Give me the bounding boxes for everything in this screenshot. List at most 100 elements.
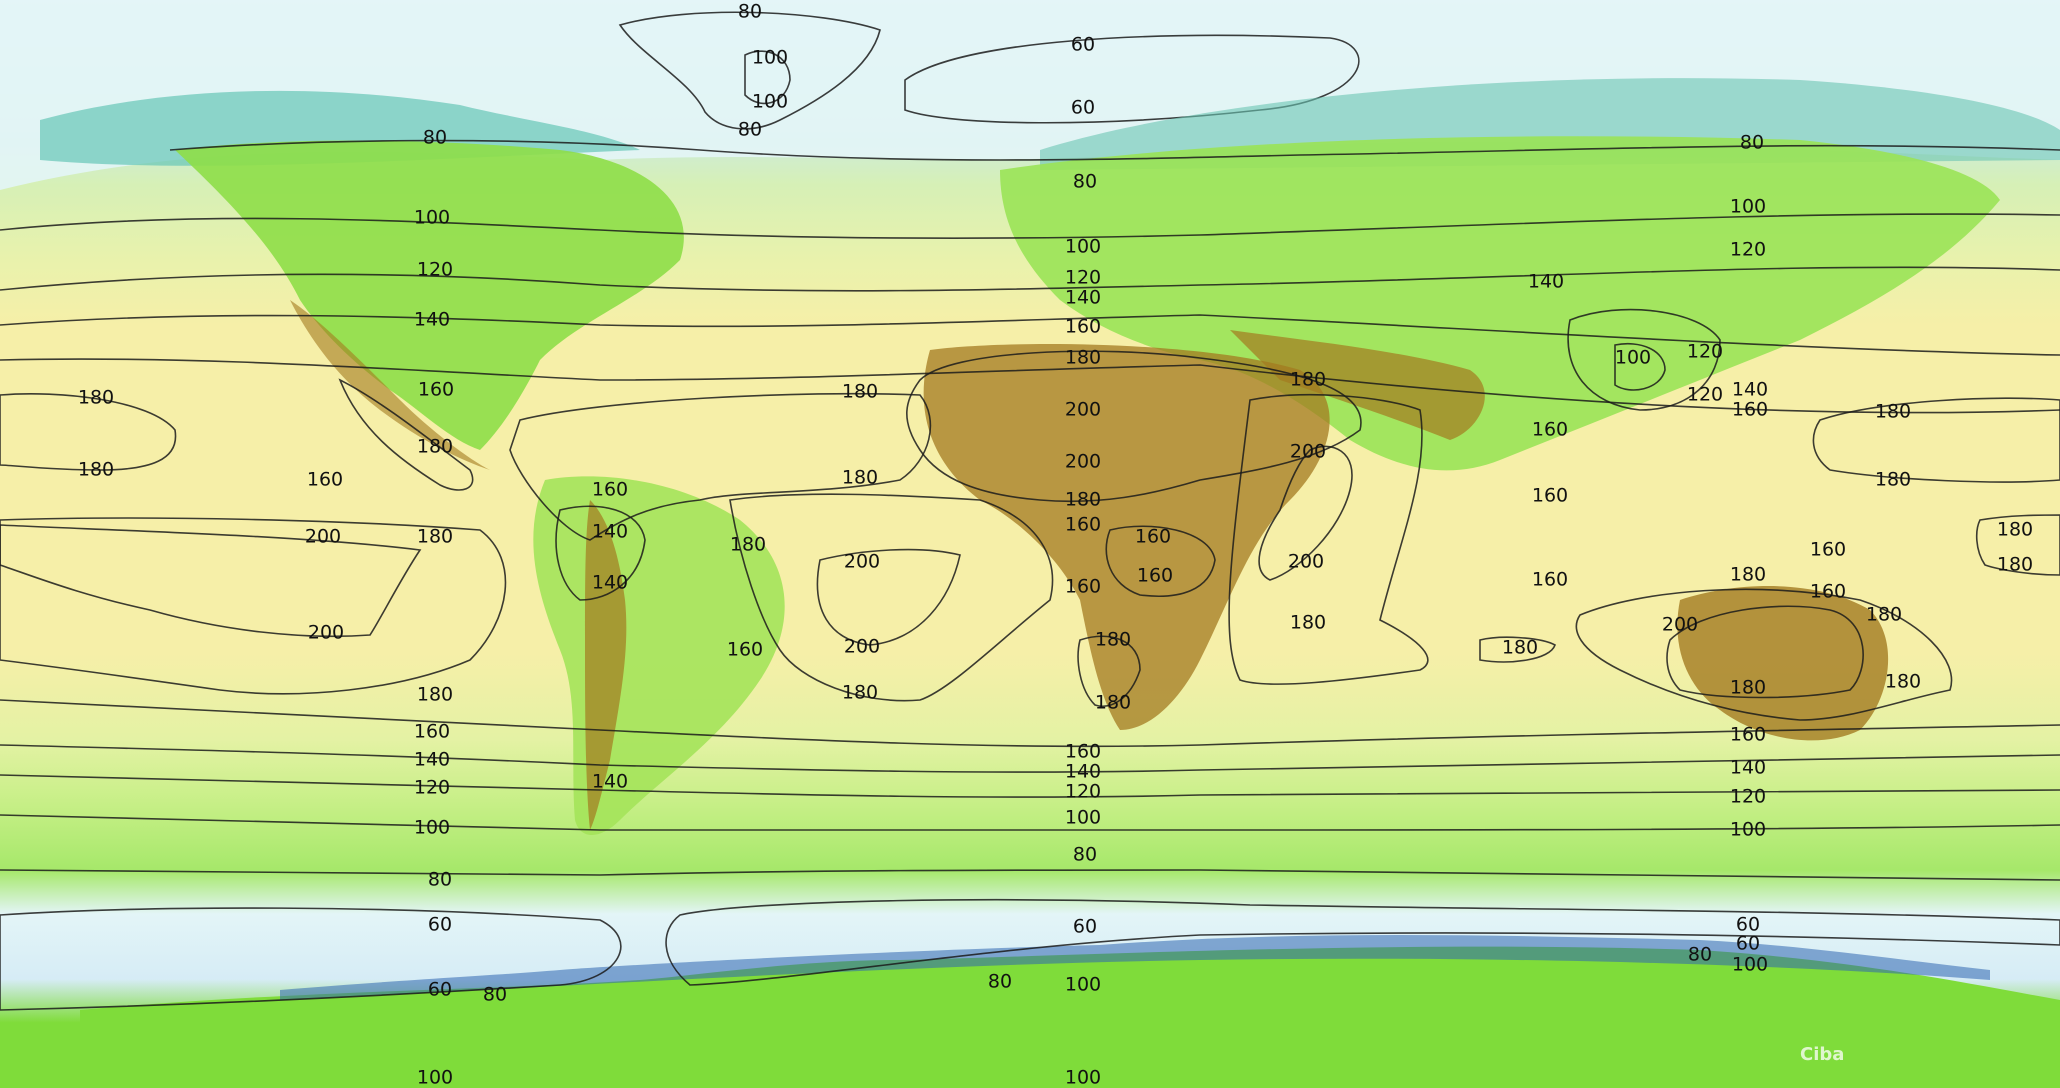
isotherm-label-china-120-b: 120 — [1687, 384, 1723, 406]
isotherm-label-pac-60-low: 60 — [428, 914, 452, 936]
isotherm-label-eur-80: 80 — [1073, 171, 1097, 193]
australia-hot-zone — [1666, 605, 1864, 699]
isotherm-label-aus-120: 120 — [1730, 786, 1766, 808]
isotherm-label-samer-180: 180 — [730, 534, 766, 556]
isotherm-line-100-north — [0, 213, 2060, 240]
isotherm-label-sahara-200-b: 200 — [1065, 451, 1101, 473]
isotherm-label-aus-60-b: 60 — [1736, 933, 1760, 955]
isotherm-label-arabia-180: 180 — [1290, 369, 1326, 391]
isotherm-label-ind-180-b: 180 — [1502, 637, 1538, 659]
isotherm-label-pac-180-low: 180 — [417, 684, 453, 706]
isotherm-label-aus-140: 140 — [1730, 757, 1766, 779]
eurasia-landmass — [1000, 136, 2000, 471]
isotherm-line-160-north — [0, 358, 2060, 414]
isotherm-label-aus-60: 60 — [1736, 914, 1760, 936]
southern-africa-hot-zone — [1077, 635, 1141, 707]
isotherm-label-aus-160-c: 160 — [1730, 724, 1766, 746]
isotherm-label-eur-140: 140 — [1065, 287, 1101, 309]
atlantic-180-zone — [729, 493, 1054, 702]
isotherm-label-pac-160-low: 160 — [414, 721, 450, 743]
isotherm-label-atl-200-b: 200 — [844, 636, 880, 658]
isotherm-line-120-south — [0, 774, 2060, 798]
isotherm-line-140-south — [0, 744, 2060, 773]
isotherm-label-afr-160-a: 160 — [1065, 514, 1101, 536]
andes-terrain — [585, 500, 627, 830]
congo-160-zone — [1105, 525, 1216, 598]
isotherm-label-namer-180: 180 — [417, 436, 453, 458]
isotherm-label-afr-180-a: 180 — [1095, 629, 1131, 651]
isotherm-label-wpac-180-d: 180 — [1997, 554, 2033, 576]
australia-180-zone — [1575, 588, 1953, 721]
isotherm-label-sea-160-b: 160 — [1532, 569, 1568, 591]
west-pacific-180-zone — [1812, 397, 2060, 483]
isotherm-label-sahara-180: 180 — [1065, 347, 1101, 369]
isotherm-label-bottom-100: 100 — [1065, 1067, 1101, 1088]
antarctica-coast — [280, 935, 1990, 1000]
isotherm-label-pac-120-low: 120 — [414, 777, 450, 799]
isotherm-label-greenland-100-a: 100 — [752, 47, 788, 69]
isotherm-line-80-south — [0, 869, 2060, 881]
isotherm-label-aus-80: 80 — [1688, 944, 1712, 966]
isotherm-line-160-south — [0, 699, 2060, 748]
pacific-south-200-zone — [0, 524, 422, 638]
isotherm-label-asia-140-b: 140 — [1732, 379, 1768, 401]
isotherm-label-pac-180-mid: 180 — [417, 526, 453, 548]
isotherm-label-greenland-80-top: 80 — [738, 1, 762, 23]
isotherm-label-wpac-180-b: 180 — [1875, 469, 1911, 491]
greenland-landmass — [618, 11, 881, 130]
isotherm-label-namer-120: 120 — [417, 259, 453, 281]
isotherm-label-afr-160-d: 160 — [1065, 576, 1101, 598]
southern-60-zone-left — [0, 907, 622, 1011]
isotherm-line-100-south — [0, 814, 2060, 831]
isotherm-label-eur-120: 120 — [1065, 267, 1101, 289]
arctic-60-zone — [904, 34, 1360, 124]
north-america-landmass — [175, 140, 684, 450]
southern-60-zone-center — [665, 899, 2060, 986]
isotherm-label-pac-180-bottom: 180 — [78, 459, 114, 481]
isotherm-label-aus-180-a: 180 — [1866, 604, 1902, 626]
arabia-200-zone — [1258, 445, 1353, 581]
isotherm-line-140-north — [0, 314, 2060, 356]
amazon-140-zone — [555, 505, 646, 601]
isotherm-label-pac-140-low: 140 — [414, 749, 450, 771]
atlantic-200-zone — [816, 548, 961, 646]
isotherm-label-mid-80-b: 80 — [988, 971, 1012, 993]
africa-landmass — [923, 344, 1330, 730]
isotherm-label-pac-200-bottom: 200 — [308, 622, 344, 644]
isotherm-label-arctic-60-a: 60 — [1071, 34, 1095, 56]
sahara-hot-zone — [906, 350, 1362, 503]
isotherm-label-afr-160-b: 160 — [1135, 526, 1171, 548]
indian-ocean-180-zone — [1479, 636, 1556, 663]
isotherm-label-pac-160: 160 — [307, 469, 343, 491]
isotherm-label-greenland-80-bottom: 80 — [738, 119, 762, 141]
isotherm-label-sea-180: 180 — [1730, 564, 1766, 586]
isotherm-label-atl-180: 180 — [842, 381, 878, 403]
isotherm-line-120-north — [0, 266, 2060, 292]
isotherm-label-arabia-200: 200 — [1290, 441, 1326, 463]
isotherm-label-eur-160: 160 — [1065, 316, 1101, 338]
china-100-zone — [1614, 343, 1666, 391]
isotherm-label-aus-160-a: 160 — [1810, 539, 1846, 561]
isotherm-label-mid-100: 100 — [1065, 807, 1101, 829]
isotherm-label-aus-200: 200 — [1662, 614, 1698, 636]
map-credit: Ciba — [1800, 1044, 1844, 1065]
isotherm-label-mid-80: 80 — [1073, 844, 1097, 866]
mexico-coast-180-zone — [338, 378, 474, 491]
north-america-west-terrain — [290, 300, 490, 470]
isotherm-label-atl-200: 200 — [844, 551, 880, 573]
isotherm-label-pac-180-top: 180 — [78, 387, 114, 409]
australia-landmass — [1677, 586, 1889, 741]
isotherm-label-mid-100-b: 100 — [1065, 974, 1101, 996]
isotherm-label-aus-180-b: 180 — [1885, 671, 1921, 693]
isotherm-label-asia-100: 100 — [1730, 196, 1766, 218]
isotherm-label-samer-160-b: 160 — [727, 639, 763, 661]
isotherm-line-80-north — [169, 139, 2060, 161]
isotherm-label-greenland-100-b: 100 — [752, 91, 788, 113]
isotherm-label-namer-160: 160 — [418, 379, 454, 401]
isotherm-label-namer-80: 80 — [423, 127, 447, 149]
isotherm-label-asia-160: 160 — [1532, 419, 1568, 441]
isotherm-label-aus-180-c: 180 — [1730, 677, 1766, 699]
isotherm-label-namer-100: 100 — [414, 207, 450, 229]
